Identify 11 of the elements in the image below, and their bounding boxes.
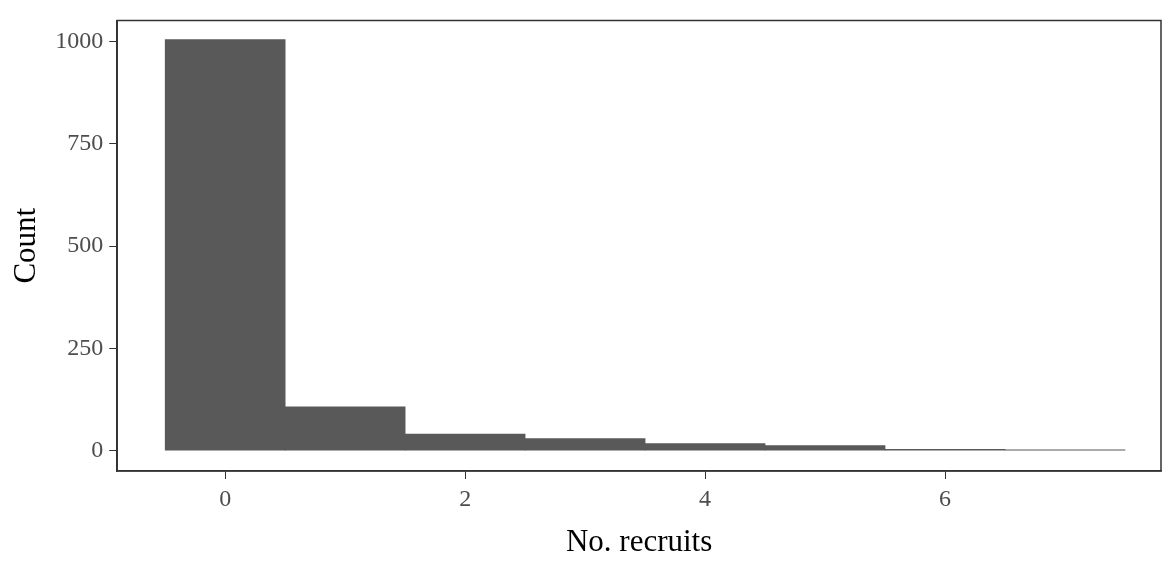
y-tick-label: 250 — [67, 333, 104, 360]
y-tick-label: 0 — [91, 435, 104, 462]
y-tick-label: 500 — [67, 231, 104, 258]
y-axis-title: Count — [6, 207, 42, 284]
x-tick-label: 4 — [699, 484, 712, 511]
y-tick-label: 750 — [67, 129, 104, 156]
x-tick-label: 2 — [459, 484, 472, 511]
x-tick-label: 0 — [219, 484, 232, 511]
x-tick-label: 6 — [939, 484, 952, 511]
x-axis-title: No. recruits — [565, 522, 713, 558]
y-tick-label: 1000 — [55, 26, 104, 53]
